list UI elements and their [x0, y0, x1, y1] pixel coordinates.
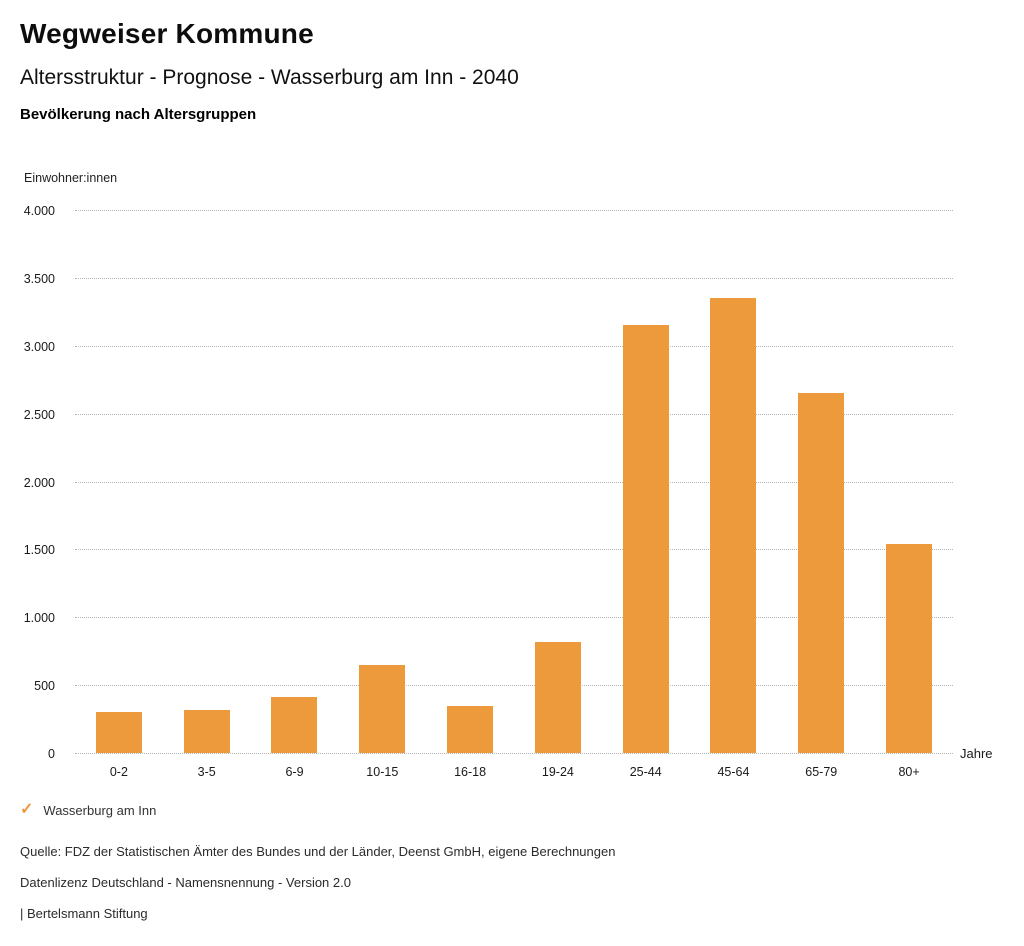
y-tick-label: 0 — [48, 747, 55, 761]
legend-item-wasserburg[interactable]: ✓ Wasserburg am Inn — [20, 802, 156, 818]
x-tick-label: 3-5 — [197, 765, 216, 779]
gridline: 3.000 — [24, 340, 953, 354]
y-axis-title: Einwohner:innen — [24, 171, 118, 185]
license-text: Datenlizenz Deutschland - Namensnennung … — [20, 875, 351, 890]
x-axis-title: Jahre — [960, 746, 993, 761]
plot-area: 4.000 3.500 3.000 2.500 2.000 1.500 1.000 500 0 — [24, 204, 953, 761]
bars-row — [75, 210, 953, 753]
x-tick-label: 0-2 — [109, 765, 128, 779]
bar-slot — [514, 210, 602, 753]
y-tick-label: 500 — [34, 679, 55, 694]
y-tick-label: 2.000 — [23, 475, 55, 490]
bar-19-24[interactable] — [534, 641, 581, 753]
bar-slot — [777, 210, 865, 753]
y-tick-label: 1.000 — [23, 611, 55, 626]
bar-slot — [251, 210, 339, 753]
x-tick-label: 6-9 — [285, 765, 304, 779]
bar-slot — [163, 210, 251, 753]
bar-3-5[interactable] — [183, 710, 230, 753]
y-tick-label: 2.500 — [23, 407, 55, 422]
bar-slot — [602, 210, 690, 753]
gridline: 1.500 — [24, 543, 953, 557]
bar-slot — [426, 210, 514, 753]
chart-subtitle: Bevölkerung nach Altersgruppen — [20, 106, 257, 123]
source-text: Quelle: FDZ der Statistischen Ämter des … — [20, 844, 616, 859]
gridline: 2.500 — [24, 408, 953, 422]
bar-6-9[interactable] — [271, 697, 318, 753]
bar-80+[interactable] — [886, 543, 933, 753]
x-tick-label: 10-15 — [366, 765, 399, 779]
page-title: Wegweiser Kommune — [20, 18, 314, 49]
bar-slot — [865, 210, 953, 753]
legend-label: Wasserburg am Inn — [43, 802, 157, 818]
x-tick-label: 65-79 — [805, 765, 838, 779]
bar-25-44[interactable] — [622, 325, 669, 753]
gridline: 2.000 — [24, 476, 953, 490]
x-tick-label: 80+ — [898, 765, 920, 779]
gridline: 4.000 — [24, 204, 953, 218]
bar-slot — [690, 210, 778, 753]
x-tick-label: 16-18 — [454, 765, 487, 779]
y-tick-label: 1.500 — [23, 543, 55, 558]
gridline: 0 — [48, 747, 953, 761]
bar-45-64[interactable] — [710, 298, 757, 753]
gridline: 1.000 — [24, 611, 953, 625]
bar-16-18[interactable] — [447, 705, 494, 753]
bar-slot — [338, 210, 426, 753]
x-tick-label: 25-44 — [629, 765, 662, 779]
attribution-text: | Bertelsmann Stiftung — [20, 906, 148, 921]
y-tick-label: 4.000 — [23, 204, 55, 218]
bar-0-2[interactable] — [95, 712, 142, 753]
chart-title: Altersstruktur - Prognose - Wasserburg a… — [20, 66, 519, 89]
y-tick-label: 3.500 — [23, 271, 55, 286]
bar-65-79[interactable] — [798, 393, 845, 753]
gridline: 500 — [34, 679, 953, 693]
x-tick-label: 45-64 — [717, 765, 750, 779]
x-tick-label: 19-24 — [541, 765, 574, 779]
check-icon: ✓ — [20, 801, 34, 818]
bar-slot — [75, 210, 163, 753]
bar-10-15[interactable] — [359, 664, 406, 753]
x-labels-row: 0-2 3-5 6-9 10-15 16-18 19-24 25-44 45-64 65-79 8… — [75, 765, 953, 779]
gridline: 3.500 — [24, 272, 953, 286]
y-tick-label: 3.000 — [23, 339, 55, 354]
